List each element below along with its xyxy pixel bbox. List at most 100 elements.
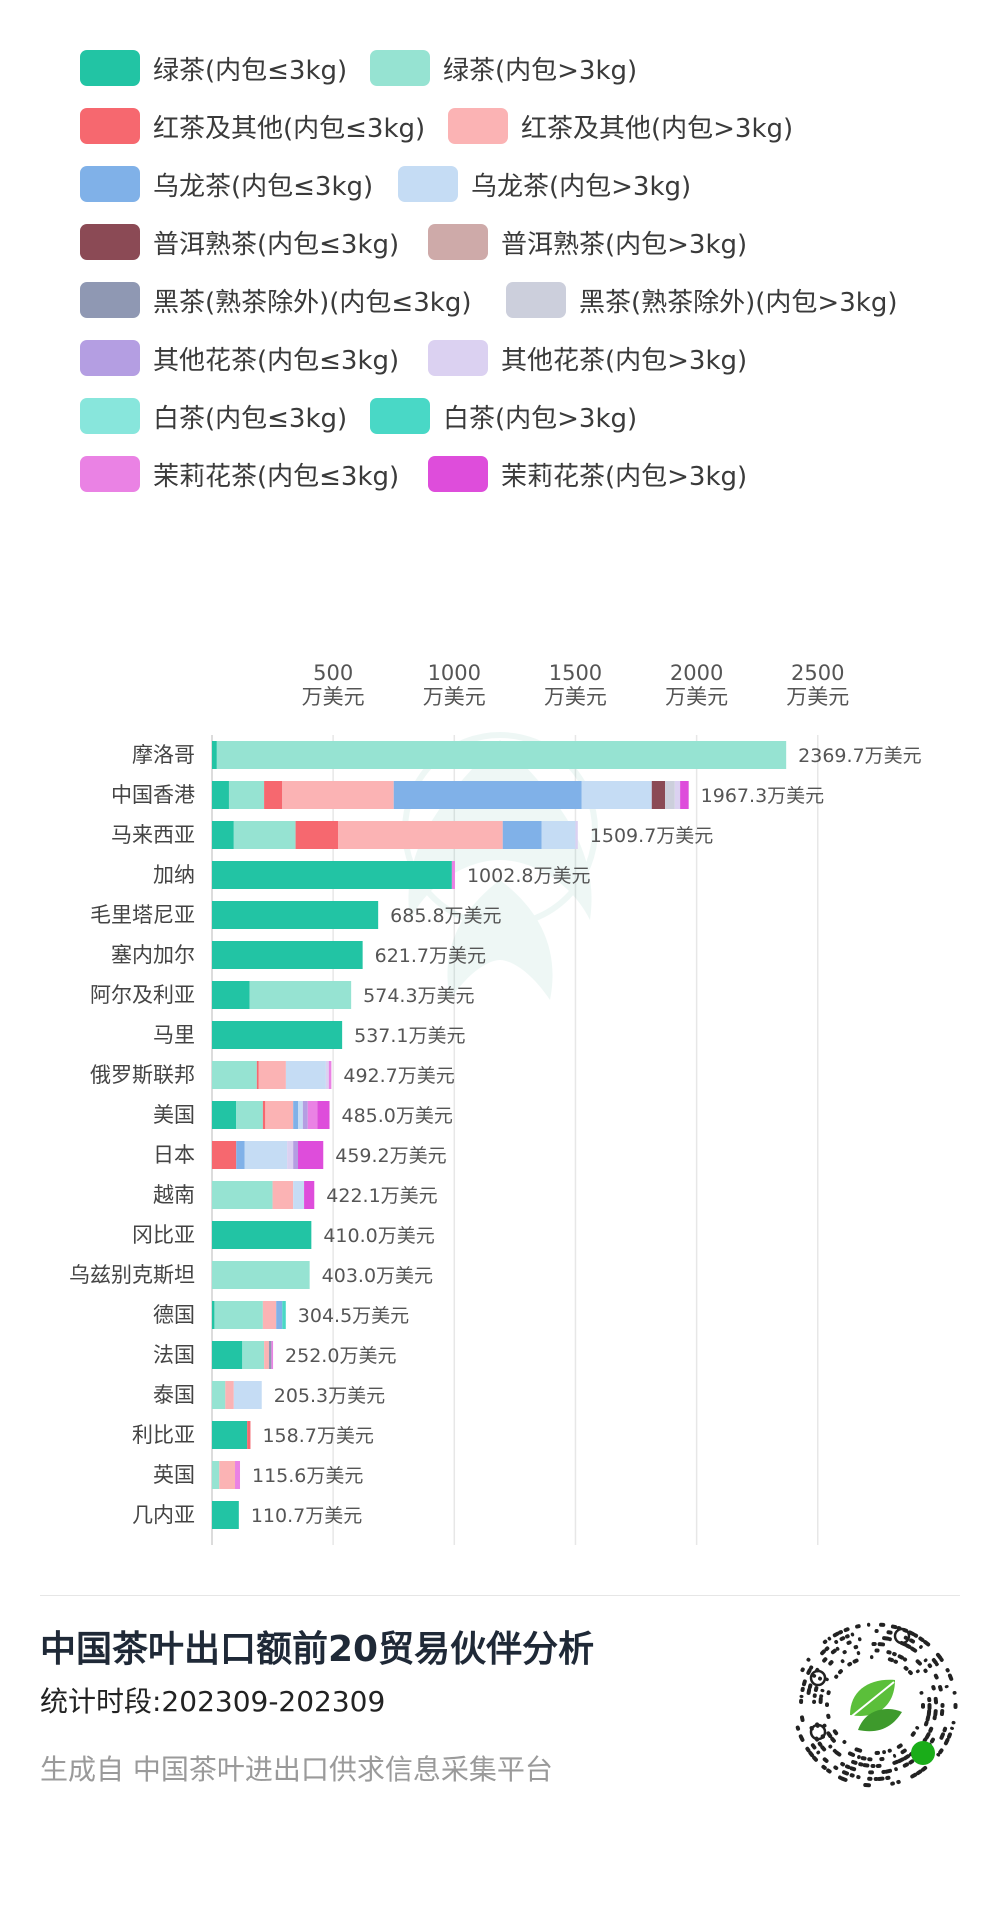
bar-segment bbox=[264, 781, 283, 809]
bar-segment bbox=[228, 781, 265, 809]
legend-item: 茉莉花茶(内包≤3kg) bbox=[80, 454, 399, 494]
legend-label: 其他花茶(内包>3kg) bbox=[501, 345, 748, 376]
bar-segment bbox=[212, 941, 363, 969]
category-label: 英国 bbox=[153, 1463, 195, 1487]
legend-item: 乌龙茶(内包>3kg) bbox=[398, 164, 691, 204]
legend-label: 茉莉花茶(内包≤3kg) bbox=[153, 461, 400, 492]
value-label: 492.7万美元 bbox=[343, 1065, 454, 1087]
category-label: 泰国 bbox=[153, 1383, 195, 1407]
bar-segment bbox=[680, 781, 689, 809]
value-label: 422.1万美元 bbox=[326, 1185, 437, 1207]
legend-label: 普洱熟茶(内包>3kg) bbox=[501, 229, 748, 260]
bar-series bbox=[212, 741, 787, 1529]
leaf-icon bbox=[850, 1679, 902, 1732]
legend-item: 乌龙茶(内包≤3kg) bbox=[80, 164, 373, 204]
bar-segment bbox=[212, 1061, 257, 1089]
legend-swatch bbox=[506, 282, 566, 318]
x-tick-label: 500 bbox=[313, 661, 353, 685]
legend-item: 白茶(内包≤3kg) bbox=[80, 396, 347, 436]
category-label: 阿尔及利亚 bbox=[90, 983, 195, 1007]
category-label: 马来西亚 bbox=[111, 823, 195, 847]
bar-segment bbox=[302, 1101, 308, 1129]
qr-code bbox=[795, 1622, 958, 1788]
legend-label: 乌龙茶(内包≤3kg) bbox=[153, 171, 374, 202]
bar-segment bbox=[293, 1141, 299, 1169]
value-label: 158.7万美元 bbox=[262, 1425, 373, 1447]
bar-segment bbox=[258, 1061, 286, 1089]
legend-item: 其他花茶(内包>3kg) bbox=[428, 338, 747, 378]
bar-segment bbox=[216, 741, 787, 769]
bar-segment bbox=[293, 1181, 305, 1209]
legend-label: 绿茶(内包>3kg) bbox=[443, 55, 638, 86]
category-label: 加纳 bbox=[153, 863, 195, 887]
bar-segment bbox=[307, 1101, 318, 1129]
footer-source: 生成自 中国茶叶进出口供求信息采集平台 bbox=[40, 1753, 553, 1786]
footer-period: 统计时段:202309-202309 bbox=[40, 1685, 386, 1718]
x-tick-label: 万美元 bbox=[786, 685, 849, 709]
bar-segment bbox=[212, 1021, 343, 1049]
legend-label: 茉莉花茶(内包>3kg) bbox=[501, 461, 748, 492]
bar-segment bbox=[212, 901, 379, 929]
legend-swatch bbox=[80, 108, 140, 144]
legend-item: 普洱熟茶(内包≤3kg) bbox=[80, 222, 399, 262]
legend-swatch bbox=[398, 166, 458, 202]
bar-segment bbox=[271, 1341, 274, 1369]
legend-swatch bbox=[370, 50, 430, 86]
value-label: 537.1万美元 bbox=[354, 1025, 465, 1047]
bar-segment bbox=[293, 1101, 299, 1129]
value-label: 621.7万美元 bbox=[375, 945, 486, 967]
footer-title: 中国茶叶出口额前20贸易伙伴分析 bbox=[40, 1629, 595, 1670]
legend-swatch bbox=[80, 398, 140, 434]
bar-segment bbox=[236, 1101, 263, 1129]
legend-swatch bbox=[80, 456, 140, 492]
category-label: 利比亚 bbox=[132, 1423, 195, 1447]
category-labels: 摩洛哥中国香港马来西亚加纳毛里塔尼亚塞内加尔阿尔及利亚马里俄罗斯联邦美国日本越南… bbox=[69, 743, 195, 1527]
bar-segment bbox=[268, 1341, 272, 1369]
bar-segment bbox=[262, 1101, 266, 1129]
x-tick-label: 万美元 bbox=[665, 685, 728, 709]
legend-item: 普洱熟茶(内包>3kg) bbox=[428, 222, 747, 262]
category-label: 中国香港 bbox=[111, 783, 195, 807]
legend-label: 乌龙茶(内包>3kg) bbox=[471, 171, 692, 202]
bar-segment bbox=[212, 1181, 273, 1209]
legend-swatch bbox=[428, 340, 488, 376]
legend-item: 黑茶(熟茶除外)(内包≤3kg) bbox=[80, 280, 471, 320]
bar-segment bbox=[235, 1461, 241, 1489]
bar-segment bbox=[328, 1061, 332, 1089]
legend-item: 红茶及其他(内包≤3kg) bbox=[80, 106, 425, 146]
bar-segment bbox=[265, 1101, 294, 1129]
category-label: 几内亚 bbox=[132, 1503, 195, 1527]
bar-segment bbox=[212, 1341, 243, 1369]
bar-segment bbox=[295, 821, 338, 849]
category-label: 越南 bbox=[153, 1183, 195, 1207]
legend-label: 普洱熟茶(内包≤3kg) bbox=[153, 229, 400, 260]
bar-segment bbox=[298, 1141, 324, 1169]
bar-segment bbox=[249, 981, 352, 1009]
value-label: 574.3万美元 bbox=[363, 985, 474, 1007]
legend-label: 红茶及其他(内包≤3kg) bbox=[153, 113, 426, 144]
category-label: 冈比亚 bbox=[132, 1223, 195, 1247]
value-label: 2369.7万美元 bbox=[798, 745, 921, 767]
bar-segment bbox=[214, 1301, 263, 1329]
x-tick-label: 1000 bbox=[428, 661, 481, 685]
legend-item: 黑茶(熟茶除外)(内包>3kg) bbox=[506, 280, 897, 320]
bar-segment bbox=[304, 1181, 315, 1209]
value-label: 1509.7万美元 bbox=[590, 825, 713, 847]
bar-segment bbox=[317, 1101, 330, 1129]
bar-segment bbox=[256, 1061, 259, 1089]
bar-segment bbox=[264, 1341, 269, 1369]
bar-segment bbox=[651, 781, 666, 809]
bar-segment bbox=[212, 981, 250, 1009]
chart-legend: 绿茶(内包≤3kg) 绿茶(内包>3kg) 红茶及其他(内包≤3kg) 红茶及其他(内… bbox=[0, 0, 1000, 500]
bar-segment bbox=[225, 1381, 234, 1409]
value-label: 304.5万美元 bbox=[298, 1305, 409, 1327]
bar-segment bbox=[337, 821, 503, 849]
bar-segment bbox=[262, 1301, 277, 1329]
bar-segment bbox=[212, 1381, 226, 1409]
mini-program-badge bbox=[911, 1741, 935, 1765]
bar-segment bbox=[298, 1101, 303, 1129]
category-label: 马里 bbox=[153, 1023, 195, 1047]
x-tick-label: 万美元 bbox=[423, 685, 486, 709]
category-label: 毛里塔尼亚 bbox=[90, 903, 195, 927]
